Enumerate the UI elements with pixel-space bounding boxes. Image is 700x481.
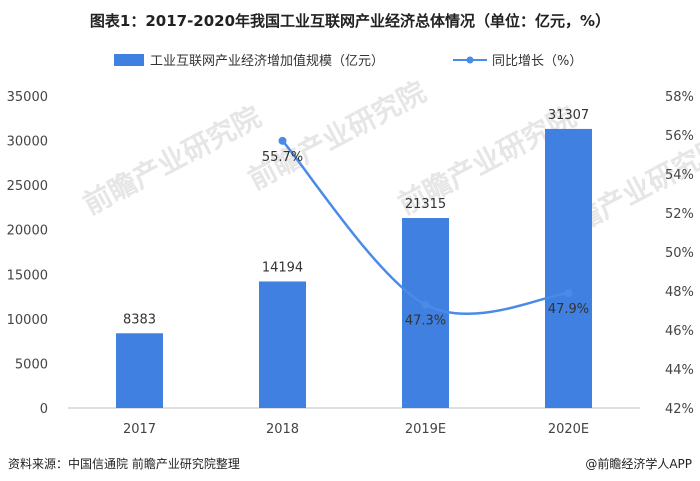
y-left-tick-label: 35000 xyxy=(7,90,48,105)
y-right-tick-label: 48% xyxy=(665,285,694,300)
growth-point xyxy=(421,300,430,309)
x-tick-label: 2019E xyxy=(405,422,446,437)
source-note: 资料来源：中国信通院 前瞻产业研究院整理 xyxy=(8,457,240,471)
bar-value-label: 21315 xyxy=(405,197,446,212)
bar-value-label: 14194 xyxy=(262,260,303,275)
line-series xyxy=(278,136,573,315)
y-right-tick-label: 46% xyxy=(665,324,694,339)
y-right-tick-label: 54% xyxy=(665,168,694,183)
y-left-tick-label: 25000 xyxy=(7,179,48,194)
growth-value-label: 47.3% xyxy=(405,314,446,329)
y-left-tick-label: 10000 xyxy=(7,313,48,328)
bar-series xyxy=(116,128,592,408)
y-right-tick-label: 58% xyxy=(665,90,694,105)
bar xyxy=(116,333,163,408)
growth-point xyxy=(278,136,287,145)
brand-credit: @前瞻经济学人APP xyxy=(585,457,692,471)
legend-bar-label: 工业互联网产业经济增加值规模（亿元） xyxy=(150,53,384,69)
y-left-tick-label: 30000 xyxy=(7,135,48,150)
bar xyxy=(259,281,306,408)
legend: 工业互联网产业经济增加值规模（亿元） 同比增长（%） xyxy=(114,53,582,69)
growth-point xyxy=(564,288,573,297)
watermark-text: 前瞻产业研究院 xyxy=(243,75,432,196)
legend-line-marker xyxy=(466,56,474,64)
x-tick-label: 2020E xyxy=(548,422,589,437)
y-left-tick-label: 20000 xyxy=(7,224,48,239)
y-right-tick-label: 52% xyxy=(665,207,694,222)
bar-value-label: 8383 xyxy=(123,312,156,327)
x-tick-label: 2017 xyxy=(123,422,156,437)
data-labels: 8383 14194 21315 31307 55.7% 47.3% 47.9% xyxy=(123,108,589,329)
bar-value-label: 31307 xyxy=(548,108,589,123)
bar xyxy=(545,128,592,408)
y-right-tick-label: 42% xyxy=(665,402,694,417)
bar xyxy=(402,217,449,408)
y-right-tick-label: 50% xyxy=(665,246,694,261)
y-left-tick-label: 5000 xyxy=(15,357,48,372)
x-tick-label: 2018 xyxy=(266,422,299,437)
y-right-tick-label: 44% xyxy=(665,363,694,378)
y-right-tick-label: 56% xyxy=(665,129,694,144)
watermark-text: 前瞻产业研究院 xyxy=(78,100,267,221)
legend-line-label: 同比增长（%） xyxy=(492,54,582,69)
growth-value-label: 55.7% xyxy=(262,150,303,165)
growth-value-label: 47.9% xyxy=(548,302,589,317)
chart-title: 图表1：2017-2020年我国工业互联网产业经济总体情况（单位：亿元，%） xyxy=(89,12,611,30)
axes: 0 5000 10000 15000 20000 25000 30000 35000 42% 44… xyxy=(7,90,694,437)
y-left-tick-label: 0 xyxy=(40,402,48,417)
legend-bar-swatch xyxy=(114,54,144,66)
y-left-tick-label: 15000 xyxy=(7,268,48,283)
